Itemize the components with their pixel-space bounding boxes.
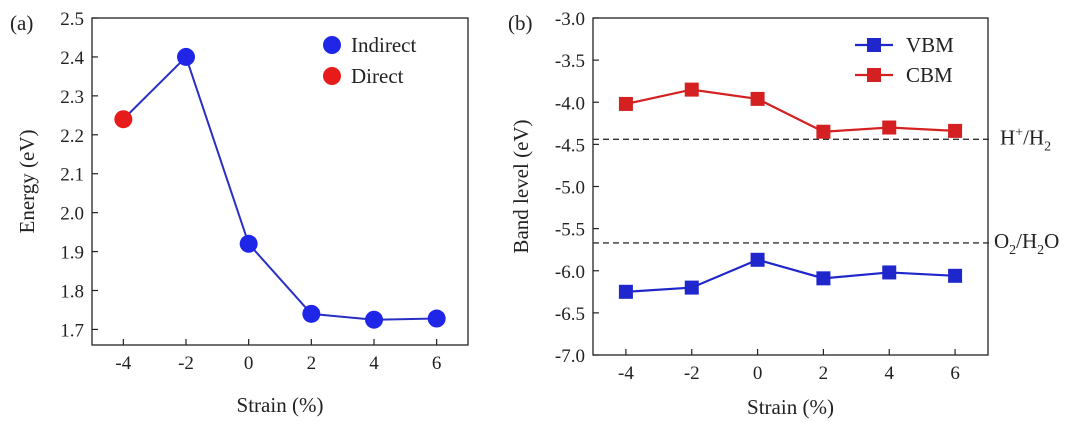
x-tick-label-a: 2 [307,353,317,374]
y-tick-label-a: 2.4 [60,48,84,69]
y-tick-label-a: 2.0 [60,204,84,225]
data-point-indirect [239,234,258,253]
reference-label-h-plus-h2: H+/H2 [1000,125,1051,154]
vbm-point [750,252,765,267]
vbm-point [882,265,897,280]
series-lines-a [122,55,437,321]
x-axis-label-b: Strain (%) [747,395,834,419]
vbm-point [684,280,699,295]
legend-b: VBM CBM [855,33,954,87]
y-tick-label-a: 2.3 [60,87,84,108]
x-tick-label-b: -2 [684,363,700,384]
data-point-indirect [302,304,321,323]
x-tick-label-a: -4 [115,353,131,374]
cbm-line [625,88,956,133]
cbm-point [750,91,765,106]
panel-label-a: (a) [10,11,33,35]
cbm-point [816,124,831,139]
x-tick-label-b: -4 [618,363,634,384]
y-tick-label-b: -7.0 [555,346,585,367]
y-tick-label-b: -5.5 [555,220,585,241]
data-point-direct [114,110,133,129]
y-tick-label-a: 2.1 [60,165,84,186]
y-tick-label-b: -5.0 [555,178,585,199]
vbm-point [816,271,831,286]
y-tick-label-a: 1.8 [60,282,84,303]
y-axis-label-b: Band level (eV) [509,119,533,253]
x-tick-label-b: 0 [753,363,763,384]
y-tick-label-b: -3.5 [555,51,585,72]
energy-line [122,55,437,321]
y-tick-label-a: 2.5 [60,9,84,30]
vbm-point [618,284,633,299]
legend-label-indirect: Indirect [351,33,416,57]
cbm-point [618,96,633,111]
axis-ticks-b: -4 -2 0 2 4 6 -7.0 -6.5 -6.0 -5.5 -5.0 -4.5 -4.0 -3.5… [555,9,960,384]
vbm-point [948,268,963,283]
x-tick-label-a: -2 [178,353,194,374]
panel-label-b: (b) [508,11,533,35]
x-tick-label-b: 6 [950,363,960,384]
legend-marker-direct [323,67,341,85]
x-tick-label-a: 0 [244,353,254,374]
x-axis-label-a: Strain (%) [237,393,324,417]
panel-b: (b) -4 -2 0 2 4 6 -7.0 -6.5 -6.0 -5.5 -5.0 -4.5 -4.0… [508,9,1059,419]
vbm-line [625,258,956,293]
data-points-a [114,47,446,329]
x-tick-label-b: 2 [819,363,829,384]
y-tick-label-b: -4.0 [555,93,585,114]
legend-marker-vbm [867,38,881,52]
legend-label-vbm: VBM [906,33,954,57]
legend-label-cbm: CBM [906,63,953,87]
axis-ticks-a: -4 -2 0 2 4 6 1.7 1.8 1.9 2.0 2.1 2.2 2.3 2.4 2.5 [60,9,441,374]
legend-label-direct: Direct [351,64,404,88]
legend-a: Indirect Direct [323,33,416,88]
y-tick-label-b: -4.5 [555,135,585,156]
series-lines-b [625,88,956,293]
reference-label-o2-h2o: O2/H2O [994,229,1059,258]
data-points-b [618,82,963,299]
y-tick-label-a: 1.7 [60,320,84,341]
y-tick-label-b: -3.0 [555,9,585,30]
cbm-point [882,120,897,135]
data-point-indirect [177,47,195,66]
x-tick-label-b: 4 [885,363,895,384]
data-point-indirect [365,310,383,329]
y-tick-label-b: -6.5 [555,304,585,325]
legend-marker-indirect [323,36,341,54]
y-tick-label-b: -6.0 [555,262,585,283]
legend-marker-cbm [867,68,881,82]
cbm-point [948,123,963,138]
reference-lines-b [593,138,990,244]
y-axis-label-a: Energy (eV) [15,130,39,234]
panel-a: (a) -4 -2 0 2 4 61.71.81.92.02.12.22.32.42.5 … [10,9,469,417]
y-tick-label-a: 1.9 [60,243,84,264]
y-tick-label-a: 2.2 [60,126,84,147]
cbm-point [684,82,699,97]
x-tick-label-a: 4 [369,353,379,374]
data-point-indirect [427,309,446,328]
x-tick-label-a: 6 [432,353,442,374]
plot-frame-a [91,17,469,346]
